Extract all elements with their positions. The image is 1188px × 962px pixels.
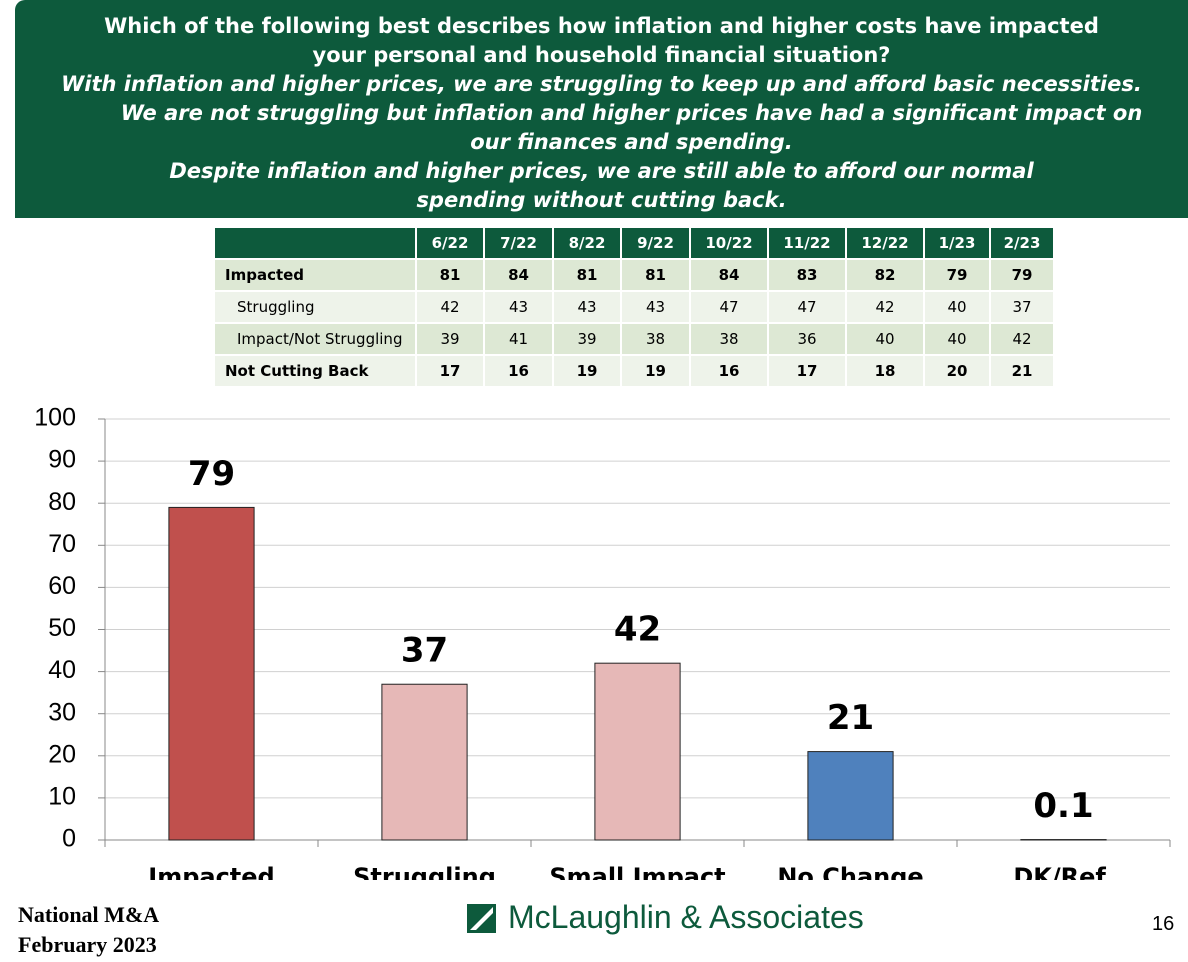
column-header: 10/22 <box>689 226 769 260</box>
cell: 79 <box>989 258 1055 292</box>
cell: 84 <box>689 258 769 292</box>
row-label: Impacted <box>213 258 417 292</box>
y-tick-label: 80 <box>48 488 76 516</box>
cell: 39 <box>415 322 485 356</box>
trend-table: 6/22 7/22 8/22 9/22 10/22 11/22 12/22 1/23 2/23 I… <box>213 226 1055 388</box>
x-tick-label: DK/Ref. <box>1013 863 1113 880</box>
cell: 42 <box>845 290 925 324</box>
cell: 84 <box>483 258 554 292</box>
cell: 40 <box>845 322 925 356</box>
cell: 38 <box>689 322 769 356</box>
column-header: 7/22 <box>483 226 554 260</box>
y-tick-label: 0 <box>62 825 76 853</box>
cell: 47 <box>767 290 847 324</box>
table-row: Impact/Not Struggling 39 41 39 38 38 36 40 40 42 <box>213 322 1055 356</box>
row-label: Struggling <box>213 290 417 324</box>
chart: 0 10 20 30 40 50 60 70 80 90 100 Impacted 79 Struggli… <box>34 404 1171 880</box>
bar <box>381 683 468 841</box>
cell: 37 <box>989 290 1055 324</box>
cell: 19 <box>552 354 622 388</box>
cell: 39 <box>552 322 622 356</box>
cell: 16 <box>689 354 769 388</box>
corner-cell <box>213 226 417 260</box>
y-tick-label: 20 <box>48 740 76 768</box>
footer-org: National M&A <box>18 902 160 927</box>
cell: 16 <box>483 354 554 388</box>
cell: 81 <box>415 258 485 292</box>
column-header: 11/22 <box>767 226 847 260</box>
bar <box>807 751 894 841</box>
value-label: 42 <box>614 610 661 650</box>
cell: 47 <box>689 290 769 324</box>
cell: 21 <box>989 354 1055 388</box>
y-tick-label: 100 <box>34 404 76 432</box>
table-row: Impacted 81 84 81 81 84 83 82 79 79 <box>213 258 1055 292</box>
x-tick-label: Small Impact <box>549 863 725 880</box>
bar <box>168 506 255 841</box>
cell: 17 <box>415 354 485 388</box>
value-label: 79 <box>188 454 235 494</box>
value-label: 21 <box>827 698 874 738</box>
cell: 40 <box>923 290 991 324</box>
column-header: 8/22 <box>552 226 622 260</box>
header-row: 6/22 7/22 8/22 9/22 10/22 11/22 12/22 1/23 2/23 <box>213 226 1055 260</box>
y-tick-label: 10 <box>48 783 76 811</box>
column-header: 9/22 <box>620 226 691 260</box>
cell: 38 <box>620 322 691 356</box>
column-header: 6/22 <box>415 226 485 260</box>
cell: 79 <box>923 258 991 292</box>
logo-icon <box>467 904 496 933</box>
cell: 36 <box>767 322 847 356</box>
x-tick-label: No Change <box>777 863 923 880</box>
table-row: Struggling 42 43 43 43 47 47 42 40 37 <box>213 290 1055 324</box>
value-label: 37 <box>401 631 448 671</box>
column-header: 12/22 <box>845 226 925 260</box>
cell: 40 <box>923 322 991 356</box>
table-row: Not Cutting Back 17 16 19 19 16 17 18 20 21 <box>213 354 1055 388</box>
company: McLaughlin & Associates <box>508 899 864 935</box>
y-tick-label: 40 <box>48 656 76 684</box>
x-tick-label: Struggling <box>353 863 496 880</box>
question: Which of the following best describes ho… <box>104 14 1099 67</box>
footer-date: February 2023 <box>18 932 157 957</box>
cell: 81 <box>620 258 691 292</box>
option: We are not struggling but inflation and … <box>120 101 1143 154</box>
cell: 82 <box>845 258 925 292</box>
option: With inflation and higher prices, we are… <box>61 72 1142 96</box>
cell: 43 <box>620 290 691 324</box>
column-header: 1/23 <box>923 226 991 260</box>
y-tick-label: 50 <box>48 614 76 642</box>
cell: 83 <box>767 258 847 292</box>
cell: 17 <box>767 354 847 388</box>
row-label: Not Cutting Back <box>213 354 417 388</box>
y-tick-label: 30 <box>48 698 76 726</box>
cell: 41 <box>483 322 554 356</box>
cell: 42 <box>989 322 1055 356</box>
row-label: Impact/Not Struggling <box>213 322 417 356</box>
cell: 20 <box>923 354 991 388</box>
cell: 43 <box>552 290 622 324</box>
y-tick-label: 90 <box>48 446 76 474</box>
cell: 18 <box>845 354 925 388</box>
page-number: 16 <box>1152 913 1175 935</box>
value-label: 0.1 <box>1033 786 1093 826</box>
cell: 42 <box>415 290 485 324</box>
cell: 43 <box>483 290 554 324</box>
cell: 81 <box>552 258 622 292</box>
y-tick-label: 60 <box>48 572 76 600</box>
bar <box>594 662 681 841</box>
option: Despite inflation and higher prices, we … <box>169 159 1034 212</box>
y-tick-label: 70 <box>48 530 76 558</box>
cell: 19 <box>620 354 691 388</box>
x-tick-label: Impacted <box>148 863 274 880</box>
column-header: 2/23 <box>989 226 1055 260</box>
header: Which of the following best describes ho… <box>15 0 1188 218</box>
